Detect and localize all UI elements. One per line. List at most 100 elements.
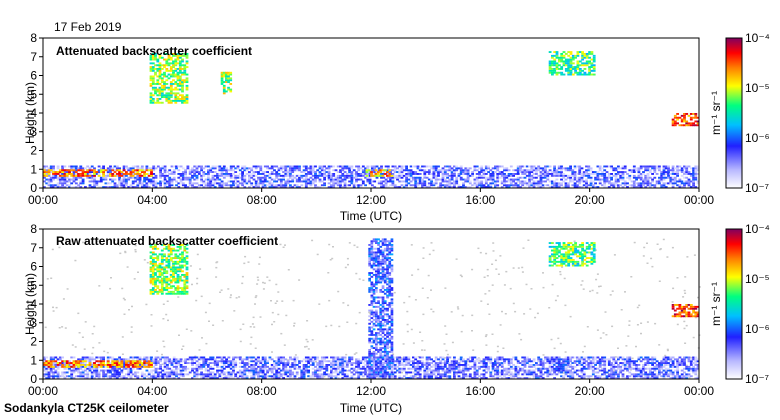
heatmap-cell bbox=[191, 171, 194, 173]
heatmap-cell bbox=[88, 377, 92, 379]
heatmap-cell bbox=[207, 182, 210, 185]
noise-cell bbox=[483, 276, 486, 278]
heatmap-cell bbox=[544, 173, 547, 175]
heatmap-cell bbox=[102, 178, 105, 181]
heatmap-cell bbox=[487, 360, 490, 363]
heatmap-cell bbox=[592, 64, 596, 67]
heatmap-cell bbox=[86, 169, 90, 172]
heatmap-cell bbox=[118, 174, 121, 177]
noise-cell bbox=[227, 288, 230, 290]
heatmap-cell bbox=[163, 165, 167, 168]
heatmap-cell bbox=[204, 375, 208, 378]
heatmap-cell bbox=[95, 180, 99, 183]
heatmap-cell bbox=[54, 174, 58, 177]
heatmap-cell bbox=[56, 186, 60, 188]
heatmap-cell bbox=[464, 369, 468, 372]
heatmap-cell bbox=[70, 169, 74, 172]
heatmap-cell bbox=[234, 176, 238, 179]
heatmap-cell bbox=[165, 98, 169, 100]
heatmap-cell bbox=[694, 120, 698, 123]
heatmap-cell bbox=[391, 176, 395, 179]
heatmap-cell bbox=[195, 176, 199, 179]
heatmap-cell bbox=[446, 173, 449, 175]
heatmap-cell bbox=[138, 169, 142, 172]
heatmap-cell bbox=[275, 371, 279, 374]
heatmap-cell bbox=[304, 165, 308, 168]
heatmap-cell bbox=[113, 369, 117, 372]
heatmap-cell bbox=[402, 356, 406, 359]
heatmap-cell bbox=[555, 186, 559, 188]
heatmap-cell bbox=[118, 171, 121, 173]
heatmap-cell bbox=[140, 171, 144, 173]
heatmap-cell bbox=[86, 174, 90, 177]
heatmap-cell bbox=[177, 169, 181, 172]
heatmap-cell bbox=[131, 180, 135, 183]
heatmap-cell bbox=[380, 167, 383, 170]
heatmap-cell bbox=[450, 182, 454, 185]
heatmap-cell bbox=[52, 171, 55, 173]
heatmap-cell bbox=[567, 69, 571, 72]
noise-cell bbox=[315, 361, 317, 363]
heatmap-cell bbox=[530, 167, 534, 170]
heatmap-cell bbox=[437, 174, 440, 177]
heatmap-cell bbox=[174, 101, 178, 104]
heatmap-cell bbox=[47, 184, 51, 187]
heatmap-cell bbox=[664, 167, 668, 170]
heatmap-cell bbox=[207, 169, 210, 172]
noise-cell bbox=[422, 257, 425, 259]
heatmap-cell bbox=[473, 169, 477, 172]
heatmap-cell bbox=[175, 358, 178, 361]
heatmap-cell bbox=[241, 182, 244, 185]
heatmap-cell bbox=[423, 182, 427, 185]
heatmap-cell bbox=[181, 94, 184, 97]
heatmap-cell bbox=[220, 184, 224, 187]
heatmap-cell bbox=[209, 186, 213, 188]
heatmap-cell bbox=[229, 373, 233, 376]
heatmap-cell bbox=[86, 373, 90, 376]
heatmap-cell bbox=[227, 371, 231, 374]
heatmap-cell bbox=[172, 64, 175, 67]
heatmap-cell bbox=[457, 371, 461, 374]
heatmap-cell bbox=[168, 184, 172, 187]
heatmap-cell bbox=[113, 377, 117, 379]
heatmap-cell bbox=[462, 371, 465, 374]
heatmap-cell bbox=[178, 53, 182, 55]
heatmap-cell bbox=[120, 184, 124, 187]
heatmap-cell bbox=[261, 371, 265, 374]
heatmap-cell bbox=[232, 362, 235, 364]
heatmap-cell bbox=[181, 60, 184, 63]
heatmap-cell bbox=[405, 186, 408, 188]
heatmap-cell bbox=[623, 171, 627, 173]
heatmap-cell bbox=[277, 358, 281, 361]
heatmap-cell bbox=[389, 176, 392, 179]
heatmap-cell bbox=[250, 364, 254, 366]
heatmap-cell bbox=[535, 171, 538, 173]
heatmap-cell bbox=[81, 169, 85, 172]
noise-cell bbox=[329, 259, 332, 261]
heatmap-cell bbox=[197, 171, 201, 173]
heatmap-cell bbox=[683, 173, 686, 175]
heatmap-cell bbox=[45, 171, 49, 173]
heatmap-cell bbox=[466, 176, 470, 179]
noise-cell bbox=[486, 268, 489, 271]
heatmap-cell bbox=[47, 373, 51, 376]
heatmap-cell bbox=[569, 60, 573, 63]
heatmap-cell bbox=[72, 367, 76, 370]
heatmap-cell bbox=[521, 182, 525, 185]
heatmap-cell bbox=[95, 375, 99, 378]
heatmap-cell bbox=[118, 373, 121, 376]
heatmap-cell bbox=[671, 169, 675, 172]
heatmap-cell bbox=[181, 176, 185, 179]
noise-cell bbox=[245, 242, 248, 245]
heatmap-cell bbox=[172, 99, 175, 102]
heatmap-cell bbox=[99, 369, 103, 372]
heatmap-cell bbox=[156, 81, 160, 83]
heatmap-cell bbox=[68, 169, 71, 172]
heatmap-cell bbox=[680, 118, 684, 121]
heatmap-cell bbox=[464, 375, 468, 378]
heatmap-cell bbox=[327, 377, 331, 379]
heatmap-cell bbox=[471, 358, 474, 361]
heatmap-cell bbox=[183, 79, 187, 82]
heatmap-cell bbox=[225, 167, 228, 170]
heatmap-cell bbox=[311, 371, 315, 374]
